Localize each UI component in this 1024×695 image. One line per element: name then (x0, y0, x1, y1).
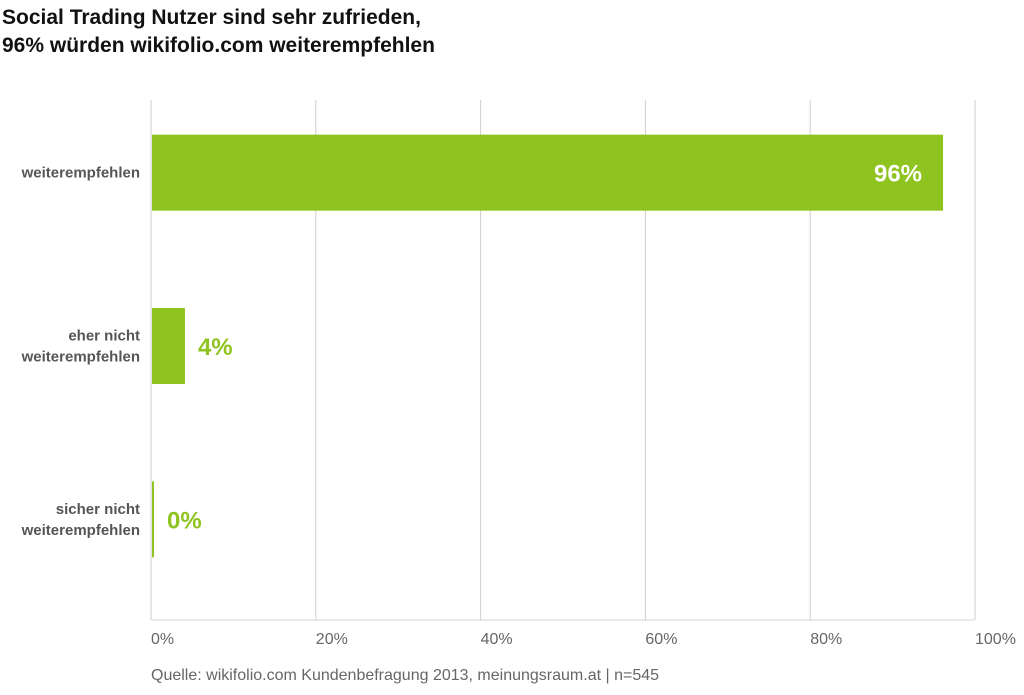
category-label: weiterempfehlen (21, 349, 140, 366)
source-note: Quelle: wikifolio.com Kundenbefragung 20… (151, 667, 660, 684)
x-tick-label: 0% (151, 631, 174, 648)
bar (152, 134, 944, 211)
category-label: weiterempfehlen (21, 522, 140, 539)
category-label: weiterempfehlen (21, 165, 140, 182)
bar (152, 481, 154, 558)
data-label: 4% (198, 334, 233, 361)
chart-title-line-1: Social Trading Nutzer sind sehr zufriede… (2, 6, 421, 29)
data-label: 96% (874, 161, 922, 188)
category-label: eher nicht (68, 328, 140, 345)
x-tick-label: 80% (810, 631, 842, 648)
chart-title-line-2: 96% würden wikifolio.com weiterempfehlen (2, 34, 435, 57)
data-label: 0% (167, 507, 202, 534)
x-tick-label: 100% (975, 631, 1016, 648)
chart-title: Social Trading Nutzer sind sehr zufriede… (2, 4, 435, 60)
x-tick-label: 40% (481, 631, 513, 648)
category-label: sicher nicht (56, 501, 140, 518)
bar (152, 308, 185, 384)
x-tick-label: 20% (316, 631, 348, 648)
x-tick-label: 60% (645, 631, 677, 648)
